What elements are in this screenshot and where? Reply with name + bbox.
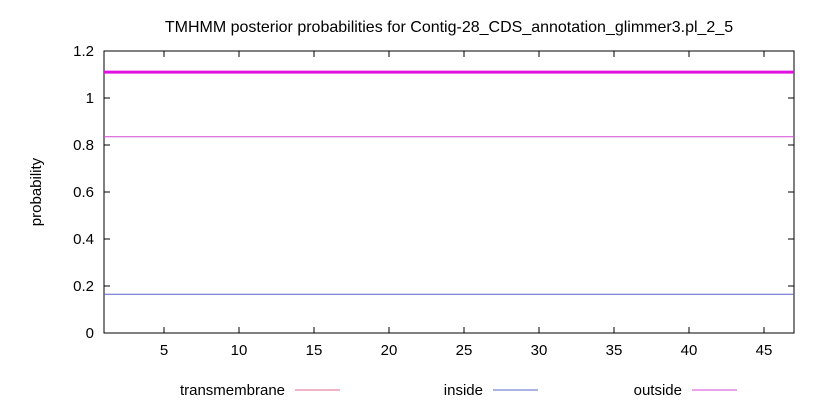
chart-title: TMHMM posterior probabilities for Contig…: [165, 19, 733, 36]
y-tick-label: 0: [86, 325, 94, 342]
y-axis-ticks: 0 0.2 0.4 0.6 0.8 1 1.2: [73, 43, 794, 342]
plot-frame: [103, 50, 795, 334]
x-tick-label: 15: [306, 342, 323, 359]
x-tick-label: 35: [606, 342, 623, 359]
x-tick-label: 25: [456, 342, 473, 359]
x-tick-label: 30: [531, 342, 548, 359]
legend: transmembrane inside outside: [180, 382, 737, 399]
legend-label-transmembrane: transmembrane: [180, 382, 285, 399]
x-tick-label: 10: [231, 342, 248, 359]
y-tick-label: 1.2: [73, 43, 94, 60]
y-tick-label: 0.4: [73, 231, 94, 248]
x-axis-ticks: 5 10 15 20 25 30 35 40 45: [160, 51, 773, 359]
y-tick-label: 1: [86, 90, 94, 107]
y-tick-label: 0.8: [73, 137, 94, 154]
x-tick-label: 5: [160, 342, 168, 359]
y-axis-label: probability: [28, 157, 45, 226]
x-tick-label: 20: [381, 342, 398, 359]
x-tick-label: 40: [681, 342, 698, 359]
x-tick-label: 45: [756, 342, 773, 359]
legend-label-outside: outside: [634, 382, 682, 399]
series-lines: [104, 70, 794, 295]
y-tick-label: 0.6: [73, 184, 94, 201]
legend-label-inside: inside: [444, 382, 483, 399]
y-tick-label: 0.2: [73, 278, 94, 295]
